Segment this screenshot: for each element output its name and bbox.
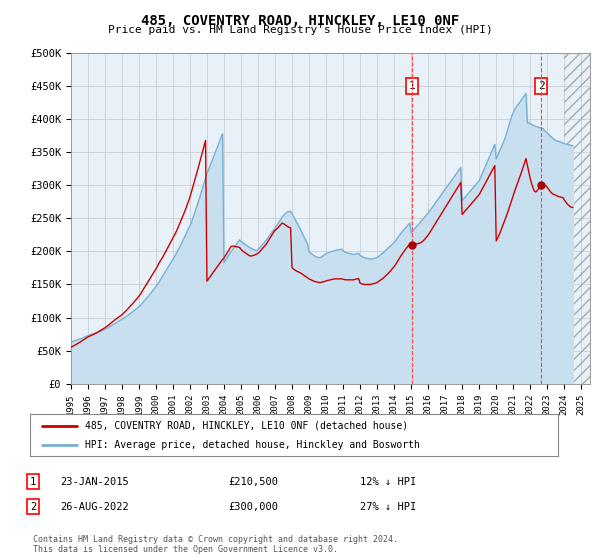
Text: 26-AUG-2022: 26-AUG-2022 [60,502,129,512]
Text: Price paid vs. HM Land Registry's House Price Index (HPI): Price paid vs. HM Land Registry's House … [107,25,493,35]
Text: 23-JAN-2015: 23-JAN-2015 [60,477,129,487]
Text: Contains HM Land Registry data © Crown copyright and database right 2024.
This d: Contains HM Land Registry data © Crown c… [33,535,398,554]
Text: 12% ↓ HPI: 12% ↓ HPI [360,477,416,487]
Text: 1: 1 [409,81,416,91]
Text: 27% ↓ HPI: 27% ↓ HPI [360,502,416,512]
Text: 1: 1 [30,477,36,487]
Text: £210,500: £210,500 [228,477,278,487]
Text: HPI: Average price, detached house, Hinckley and Bosworth: HPI: Average price, detached house, Hinc… [85,440,421,450]
Text: 485, COVENTRY ROAD, HINCKLEY, LE10 0NF: 485, COVENTRY ROAD, HINCKLEY, LE10 0NF [141,14,459,28]
Text: 485, COVENTRY ROAD, HINCKLEY, LE10 0NF (detached house): 485, COVENTRY ROAD, HINCKLEY, LE10 0NF (… [85,421,409,431]
Text: 2: 2 [538,81,545,91]
Text: 2: 2 [30,502,36,512]
Text: £300,000: £300,000 [228,502,278,512]
